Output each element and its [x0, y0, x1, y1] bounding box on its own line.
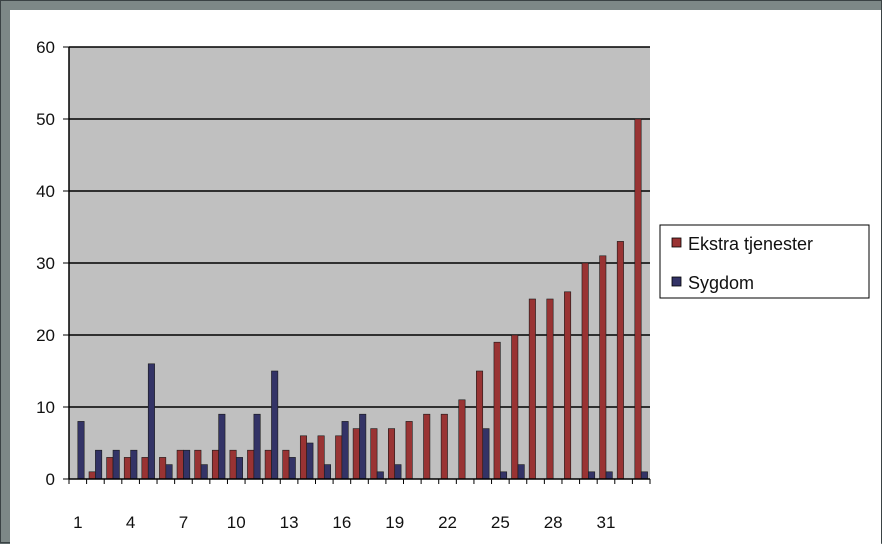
bar-sygdom: [640, 471, 648, 480]
bar-sygdom: [112, 449, 120, 480]
bar-ekstra-tjenester: [176, 449, 184, 480]
bar-sygdom: [588, 471, 596, 480]
x-tick-label: 7: [179, 513, 188, 532]
bar-sygdom: [341, 421, 349, 480]
bar-sygdom: [95, 449, 103, 480]
bar-sygdom: [323, 464, 331, 480]
bars: [77, 118, 648, 480]
x-tick-label: 10: [227, 513, 246, 532]
x-tick-label: 13: [280, 513, 299, 532]
gridlines: [69, 46, 650, 408]
bar-ekstra-tjenester: [229, 449, 237, 480]
legend-label-sygdom: Sygdom: [688, 273, 754, 293]
x-tick-label: 1: [73, 513, 82, 532]
bar-ekstra-tjenester: [335, 435, 343, 480]
bar-ekstra-tjenester: [440, 413, 448, 480]
bar-ekstra-tjenester: [282, 449, 290, 480]
bar-ekstra-tjenester: [564, 291, 572, 480]
bar-ekstra-tjenester: [264, 449, 272, 480]
bar-ekstra-tjenester: [106, 457, 114, 480]
bar-ekstra-tjenester: [546, 298, 554, 480]
bar-sygdom: [253, 413, 261, 480]
y-tick-label: 50: [36, 110, 55, 129]
bar-ekstra-tjenester: [159, 457, 167, 480]
bar-ekstra-tjenester: [247, 449, 255, 480]
x-tick-label: 28: [544, 513, 563, 532]
bar-sygdom: [218, 413, 226, 480]
bar-sygdom: [200, 464, 208, 480]
bar-ekstra-tjenester: [528, 298, 536, 480]
bar-ekstra-tjenester: [511, 334, 519, 480]
bar-sygdom: [482, 428, 490, 480]
bar-ekstra-tjenester: [581, 262, 589, 480]
bar-sygdom: [306, 442, 314, 480]
bar-ekstra-tjenester: [493, 341, 501, 480]
x-tick-label: 16: [332, 513, 351, 532]
y-tick-label: 0: [46, 470, 55, 489]
bar-sygdom: [359, 413, 367, 480]
bar-sygdom: [183, 449, 191, 480]
bar-ekstra-tjenester: [388, 428, 396, 480]
x-tick-label: 31: [597, 513, 616, 532]
x-tick-label: 22: [438, 513, 457, 532]
bar-sygdom: [288, 457, 296, 480]
bar-sygdom: [235, 457, 243, 480]
y-tick-label: 20: [36, 326, 55, 345]
bar-ekstra-tjenester: [634, 118, 642, 480]
bar-sygdom: [77, 421, 85, 480]
bar-ekstra-tjenester: [423, 413, 431, 480]
x-tick-label: 25: [491, 513, 510, 532]
y-tick-label: 40: [36, 182, 55, 201]
bar-sygdom: [376, 471, 384, 480]
y-tick-label: 60: [36, 38, 55, 57]
bar-ekstra-tjenester: [405, 421, 413, 480]
bar-sygdom: [147, 363, 155, 480]
bar-sygdom: [500, 471, 508, 480]
bar-ekstra-tjenester: [141, 457, 149, 480]
bar-ekstra-tjenester: [123, 457, 131, 480]
bar-ekstra-tjenester: [370, 428, 378, 480]
y-axis-ticks: 0 10 20 30 40 50 60: [36, 38, 69, 489]
bar-ekstra-tjenester: [599, 255, 607, 480]
bar-ekstra-tjenester: [476, 370, 484, 480]
x-tick-label: 19: [385, 513, 404, 532]
bar-ekstra-tjenester: [299, 435, 307, 480]
x-tick-label: 4: [126, 513, 135, 532]
x-axis-ticks: 1 4 7 10 13 16 19 22 25 28 31: [68, 479, 651, 532]
bar-ekstra-tjenester: [317, 435, 325, 480]
y-tick-label: 30: [36, 254, 55, 273]
bar-sygdom: [517, 464, 525, 480]
bar-ekstra-tjenester: [352, 428, 360, 480]
chart-panel: 0 10 20 30 40 50 60 1 4 7 10 13 16 19 22 25 28 31 Ekstra…: [10, 10, 881, 544]
bar-ekstra-tjenester: [194, 449, 202, 480]
bar-ekstra-tjenester: [211, 449, 219, 480]
bar-sygdom: [271, 370, 279, 480]
legend-box: [659, 224, 870, 299]
legend-swatch-ekstra: [671, 237, 682, 248]
bar-sygdom: [130, 449, 138, 480]
bar-chart: 0 10 20 30 40 50 60 1 4 7 10 13 16 19 22 25 28 31 Ekstra…: [36, 38, 870, 532]
legend-swatch-sygdom: [671, 276, 682, 287]
bar-ekstra-tjenester: [616, 241, 624, 480]
bar-ekstra-tjenester: [458, 399, 466, 480]
legend: Ekstra tjenester Sygdom: [659, 224, 870, 299]
bar-sygdom: [605, 471, 613, 480]
y-tick-label: 10: [36, 398, 55, 417]
bar-sygdom: [394, 464, 402, 480]
bar-sygdom: [165, 464, 173, 480]
bar-ekstra-tjenester: [88, 471, 96, 480]
legend-label-ekstra: Ekstra tjenester: [688, 234, 813, 254]
